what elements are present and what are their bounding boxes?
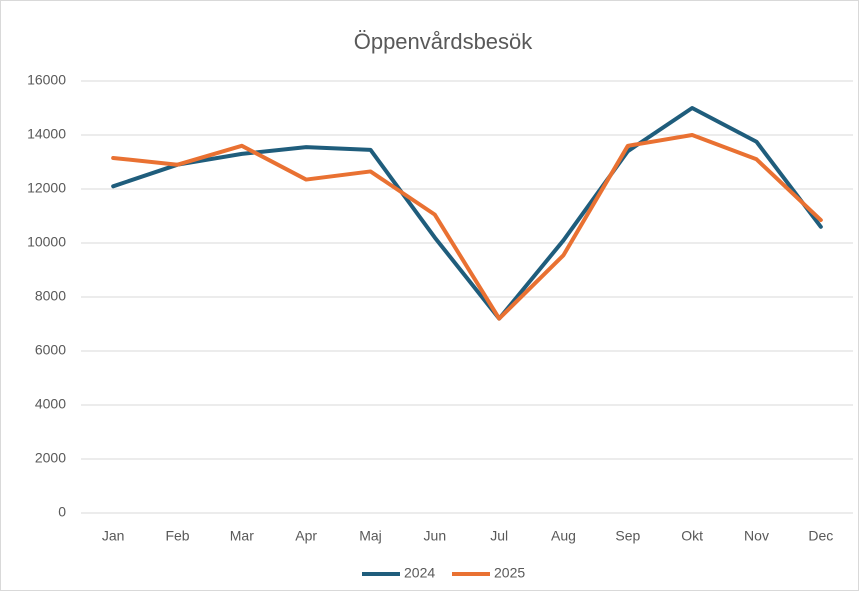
- line-series: [111, 106, 823, 321]
- y-tick-label: 10000: [27, 234, 66, 250]
- chart-title: Öppenvårdsbesök: [354, 29, 534, 54]
- x-tick-label: Jul: [490, 528, 508, 544]
- x-tick-label: Jun: [424, 528, 447, 544]
- y-tick-label: 14000: [27, 126, 66, 142]
- x-tick-label: Jan: [102, 528, 125, 544]
- x-tick-label: Okt: [681, 528, 703, 544]
- x-tick-label: Nov: [744, 528, 769, 544]
- x-tick-label: Mar: [230, 528, 254, 544]
- x-tick-label: Maj: [359, 528, 382, 544]
- x-tick-label: Aug: [551, 528, 576, 544]
- y-tick-label: 0: [58, 504, 66, 520]
- line-series: [111, 133, 823, 321]
- x-tick-label: Feb: [165, 528, 189, 544]
- y-tick-label: 4000: [35, 396, 66, 412]
- y-tick-label: 8000: [35, 288, 66, 304]
- legend-label: 2025: [494, 565, 525, 581]
- x-tick-label: Dec: [808, 528, 833, 544]
- y-tick-label: 2000: [35, 450, 66, 466]
- x-tick-label: Apr: [295, 528, 317, 544]
- y-tick-label: 12000: [27, 180, 66, 196]
- y-tick-label: 16000: [27, 72, 66, 88]
- y-tick-label: 6000: [35, 342, 66, 358]
- legend-label: 2024: [404, 565, 435, 581]
- x-tick-label: Sep: [615, 528, 640, 544]
